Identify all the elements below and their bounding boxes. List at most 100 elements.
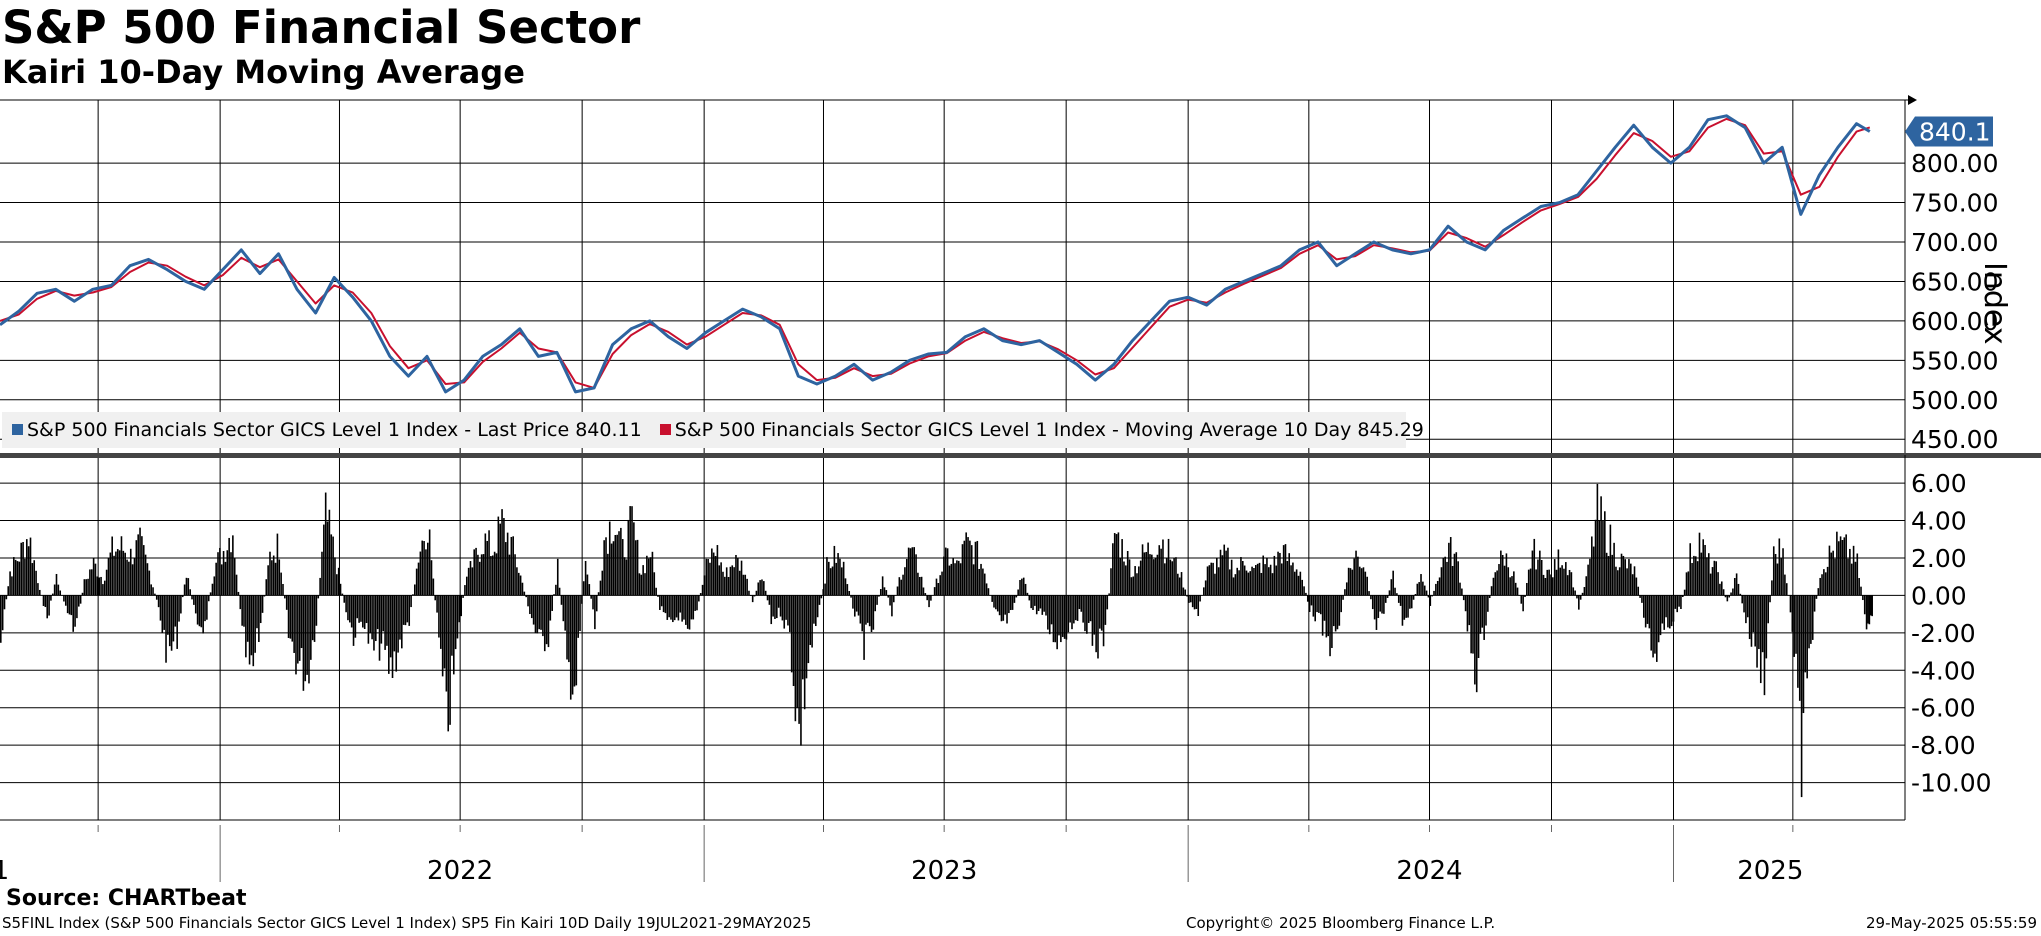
kairi-bar: [1082, 595, 1084, 623]
kairi-bar: [1756, 595, 1758, 668]
kairi-bar: [1284, 544, 1287, 596]
kairi-bar: [1271, 573, 1274, 596]
kairi-bar: [1830, 552, 1833, 596]
kairi-bar: [7, 586, 10, 596]
kairi-bar: [1557, 549, 1560, 596]
kairi-bar: [90, 569, 93, 596]
kairi-bar: [1488, 595, 1491, 599]
kairi-bar: [233, 558, 236, 596]
kairi-bar: [937, 583, 940, 596]
kairi-bar: [1583, 587, 1586, 596]
kairi-bar: [1754, 595, 1756, 647]
kairi-bar: [1722, 589, 1725, 596]
kairi-bar: [660, 595, 663, 607]
kairi-bar: [1713, 560, 1716, 596]
kairi-bar: [181, 595, 184, 598]
kairi-bar: [575, 595, 578, 686]
kairi-bar: [161, 595, 164, 633]
kairi-bar: [1063, 595, 1066, 639]
kairi-bar: [1013, 595, 1016, 603]
kairi-bar: [423, 541, 425, 596]
kairi-bar: [1184, 589, 1187, 596]
kairi-bar: [436, 595, 438, 613]
kairi-bar: [761, 579, 763, 596]
kairi-bar: [618, 531, 620, 596]
kairi-bar: [1815, 595, 1818, 599]
kairi-bar: [1613, 542, 1615, 596]
kairi-bar: [1763, 595, 1766, 696]
kairi-bar: [1106, 595, 1109, 610]
kairi-bar: [465, 576, 468, 596]
kairi-bar: [944, 547, 947, 596]
kairi-bar: [493, 551, 496, 596]
kairi-bar: [1219, 549, 1222, 596]
kairi-bar: [1325, 595, 1328, 638]
kairi-bar: [1021, 578, 1023, 596]
kairi-bar: [85, 579, 87, 596]
kairi-bar: [367, 595, 370, 644]
kairi-bar: [1360, 568, 1363, 596]
kairi-bar: [790, 595, 793, 673]
kairi-bar: [1856, 553, 1859, 596]
kairi-bar: [336, 574, 338, 596]
kairi-bar: [928, 595, 930, 608]
kairi-bar: [1221, 555, 1224, 596]
kairi-bar: [1674, 595, 1677, 609]
y-tick-label-upper: 700.00: [1911, 228, 1998, 257]
kairi-bar: [1305, 592, 1307, 596]
kairi-bar: [1383, 595, 1385, 614]
kairi-bar: [1162, 539, 1164, 596]
kairi-bar: [1681, 595, 1684, 597]
kairi-bar: [523, 591, 526, 596]
kairi-bar: [1537, 559, 1539, 596]
kairi-bar: [5, 595, 8, 600]
kairi-bar: [499, 523, 501, 596]
kairi-bar: [1496, 570, 1498, 596]
kairi-bar: [1306, 595, 1309, 602]
kairi-bar: [1622, 555, 1625, 596]
kairi-bar: [1440, 567, 1443, 596]
kairi-bar: [219, 547, 221, 596]
kairi-bar: [358, 595, 360, 623]
kairi-bar: [1225, 550, 1227, 596]
kairi-bar: [282, 583, 284, 596]
kairi-bar: [9, 571, 11, 596]
kairi-bar: [50, 595, 52, 601]
kairi-bar: [982, 568, 984, 596]
kairi-bar: [397, 595, 399, 653]
kairi-bar: [425, 549, 427, 596]
kairi-bar: [1500, 550, 1502, 596]
kairi-bar: [317, 595, 320, 599]
kairi-bar: [33, 560, 36, 596]
kairi-bar: [878, 595, 880, 597]
kairi-bar: [77, 595, 80, 607]
kairi-bar: [863, 595, 865, 660]
kairi-bar: [1737, 583, 1740, 596]
kairi-bar: [1195, 595, 1198, 609]
kairi-bar: [1039, 595, 1042, 609]
kairi-bar: [1461, 588, 1463, 596]
kairi-bar: [176, 595, 178, 649]
kairi-bar: [94, 563, 97, 596]
kairi-bar: [1670, 595, 1673, 627]
y-tick-label-upper: 450.00: [1911, 425, 1998, 454]
kairi-bar: [1190, 595, 1192, 603]
kairi-bar: [198, 595, 201, 627]
kairi-bar: [1639, 595, 1641, 598]
kairi-bar: [998, 595, 1001, 616]
kairi-bar: [1579, 595, 1582, 600]
kairi-bar: [109, 552, 112, 596]
kairi-bar: [1548, 569, 1550, 596]
kairi-bar: [980, 563, 982, 596]
kairi-bar: [1351, 569, 1354, 596]
kairi-bar: [1540, 559, 1543, 596]
kairi-bar: [1026, 592, 1029, 596]
kairi-bar: [311, 595, 314, 641]
kairi-bar: [787, 595, 789, 626]
kairi-bar: [943, 556, 945, 596]
kairi-bar: [1310, 595, 1313, 606]
kairi-bar: [751, 595, 754, 603]
kairi-bar: [274, 562, 277, 596]
kairi-bar: [601, 570, 604, 596]
kairi-bar: [1746, 595, 1749, 618]
